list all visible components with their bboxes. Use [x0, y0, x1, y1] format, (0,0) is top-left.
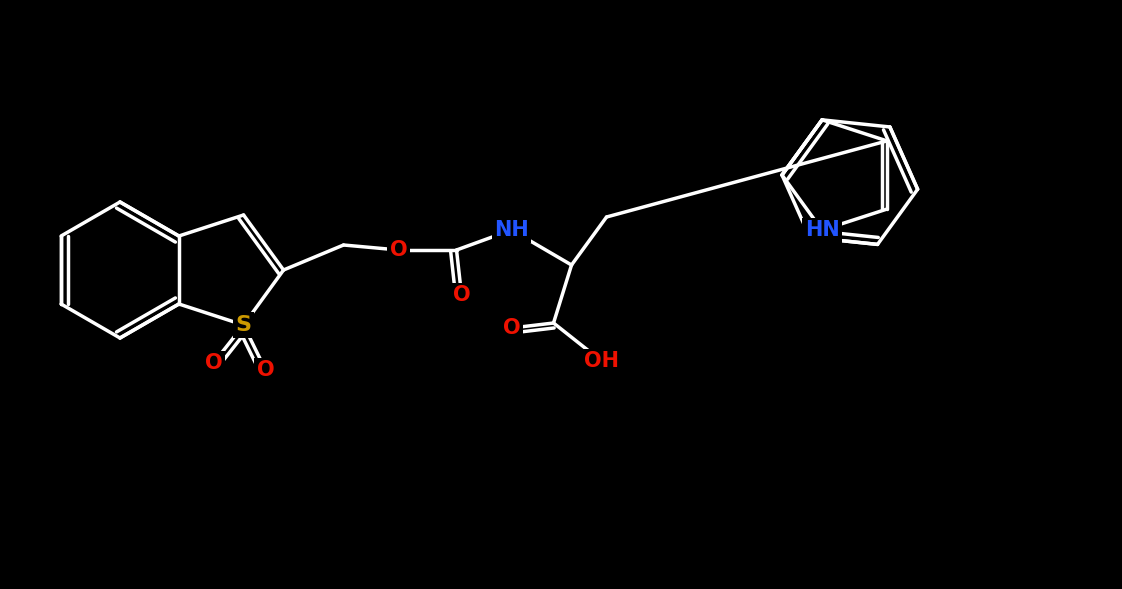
Text: S: S: [236, 315, 251, 335]
Text: HN: HN: [804, 220, 839, 240]
Text: O: O: [257, 360, 275, 380]
Text: OH: OH: [585, 351, 619, 371]
Text: O: O: [204, 353, 222, 373]
Text: O: O: [389, 240, 407, 260]
Text: O: O: [452, 285, 470, 305]
Text: NH: NH: [494, 220, 528, 240]
Text: O: O: [503, 318, 521, 338]
